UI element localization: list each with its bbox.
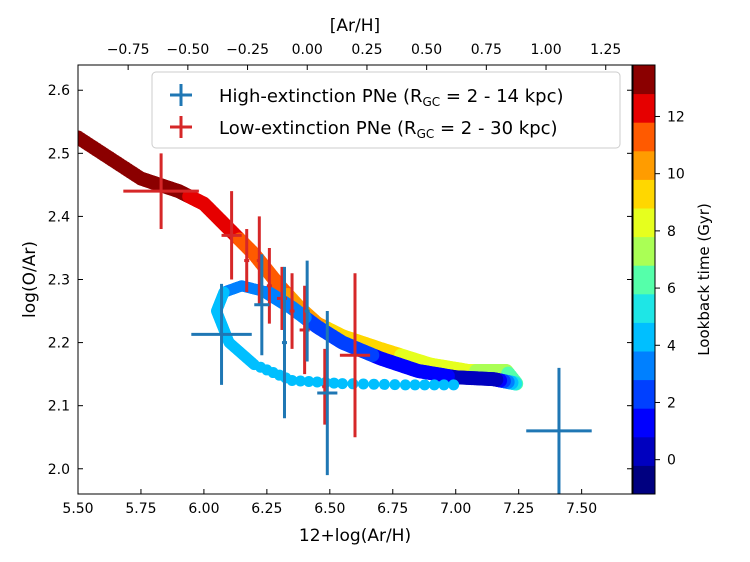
top-x-tick-label: 0.00 xyxy=(292,42,323,58)
colorbar xyxy=(633,65,655,495)
track-point xyxy=(399,379,411,391)
track-point xyxy=(303,375,315,387)
track-point xyxy=(448,379,460,391)
colorbar-bin xyxy=(633,122,655,152)
top-x-tick-label: 0.50 xyxy=(411,42,442,58)
data-point xyxy=(304,260,310,362)
x-tick-label: 6.50 xyxy=(314,501,345,517)
track-point xyxy=(419,379,431,391)
data-point xyxy=(289,273,295,349)
legend-label: High-extinction PNe (RGC = 2 - 14 kpc) xyxy=(219,86,563,109)
data-point xyxy=(254,254,270,356)
data-point xyxy=(339,273,371,438)
legend-box xyxy=(151,71,621,149)
data-point xyxy=(281,266,288,419)
legend-item: High-extinction PNe (RGC = 2 - 14 kpc) xyxy=(170,84,563,109)
top-x-tick-label: −0.25 xyxy=(226,42,269,58)
data-point xyxy=(317,311,338,476)
top-x-tick-label: 1.25 xyxy=(590,42,621,58)
track-point xyxy=(336,378,348,390)
track-point xyxy=(328,377,340,389)
colorbar-bin xyxy=(633,465,655,495)
data-point xyxy=(221,191,242,280)
colorbar-bin xyxy=(633,379,655,409)
colorbar-bin xyxy=(633,93,655,123)
top-x-tick-label: 0.75 xyxy=(471,42,502,58)
colorbar-bin xyxy=(633,65,655,95)
x-tick-label: 5.75 xyxy=(125,501,156,517)
track-point xyxy=(286,374,298,386)
track-point xyxy=(389,379,401,391)
track-point xyxy=(311,376,323,388)
x-axis-label: 12+log(Ar/H) xyxy=(299,526,411,546)
error-bars xyxy=(123,153,592,494)
x-axis-ticks: 5.50 5.75 6.00 6.25 6.50 6.75 7.00 7.25 7.50 xyxy=(62,489,597,517)
colorbar-ticks: 0 2 4 6 8 10 12 xyxy=(655,109,685,469)
y-tick-label: 2.5 xyxy=(48,146,70,162)
colorbar-tick-label: 4 xyxy=(667,338,676,354)
data-point xyxy=(244,229,250,293)
colorbar-bin xyxy=(633,322,655,352)
top-x-axis-ticks: −0.75 −0.50 −0.25 0.00 0.25 0.50 0.75 1.00 1.25 xyxy=(107,42,621,70)
x-tick-label: 7.50 xyxy=(566,501,597,517)
track-point xyxy=(347,378,359,390)
colorbar-tick-label: 6 xyxy=(667,281,676,297)
colorbar-tick-label: 8 xyxy=(667,224,676,240)
colorbar-bin xyxy=(633,179,655,209)
legend-label: Low-extinction PNe (RGC = 2 - 30 kpc) xyxy=(219,118,558,141)
data-point xyxy=(123,153,199,230)
x-tick-label: 7.00 xyxy=(440,501,471,517)
top-x-tick-label: −0.50 xyxy=(166,42,209,58)
y-tick-label: 2.0 xyxy=(48,462,70,478)
top-x-axis-label: [Ar/H] xyxy=(330,16,380,36)
track-point xyxy=(428,379,440,391)
legend: High-extinction PNe (RGC = 2 - 14 kpc) Lo… xyxy=(151,71,621,149)
y-tick-label: 2.2 xyxy=(48,336,70,352)
x-tick-label: 6.00 xyxy=(188,501,219,517)
colorbar-bin xyxy=(633,293,655,323)
y-tick-label: 2.3 xyxy=(48,273,70,289)
y-axis-label: log(O/Ar) xyxy=(20,241,40,318)
colorbar-label: Lookback time (Gyr) xyxy=(695,203,713,356)
colorbar-frame xyxy=(632,64,656,495)
track-point xyxy=(357,378,369,390)
data-point xyxy=(191,283,252,385)
top-x-tick-label: 0.25 xyxy=(351,42,382,58)
colorbar-bin xyxy=(633,436,655,466)
colorbar-bin xyxy=(633,351,655,381)
top-x-tick-label: 1.00 xyxy=(530,42,561,58)
x-tick-label: 5.50 xyxy=(62,501,93,517)
track-point xyxy=(409,379,421,391)
colorbar-bin xyxy=(633,208,655,238)
data-point xyxy=(266,247,272,324)
y-tick-label: 2.4 xyxy=(48,209,70,225)
legend-item: Low-extinction PNe (RGC = 2 - 30 kpc) xyxy=(170,116,558,141)
x-tick-label: 6.25 xyxy=(251,501,282,517)
colorbar-tick-label: 10 xyxy=(667,167,685,183)
track-point xyxy=(378,378,390,390)
track-point xyxy=(294,375,306,387)
colorbar-tick-label: 2 xyxy=(667,395,676,411)
colorbar-tick-label: 12 xyxy=(667,109,685,125)
colorbar-bin xyxy=(633,236,655,266)
y-axis-ticks: 2.0 2.1 2.2 2.3 2.4 2.5 2.6 xyxy=(48,83,632,478)
data-point xyxy=(526,367,592,494)
y-tick-label: 2.6 xyxy=(48,83,70,99)
x-tick-label: 6.75 xyxy=(377,501,408,517)
colorbar-bin xyxy=(633,265,655,295)
x-tick-label: 7.25 xyxy=(503,501,534,517)
colorbar-bin xyxy=(633,150,655,180)
y-tick-label: 2.1 xyxy=(48,399,70,415)
track-point xyxy=(368,378,380,390)
colorbar-tick-label: 0 xyxy=(667,453,676,469)
colorbar-bin xyxy=(633,408,655,438)
track-point xyxy=(438,379,450,391)
top-x-tick-label: −0.75 xyxy=(107,42,150,58)
